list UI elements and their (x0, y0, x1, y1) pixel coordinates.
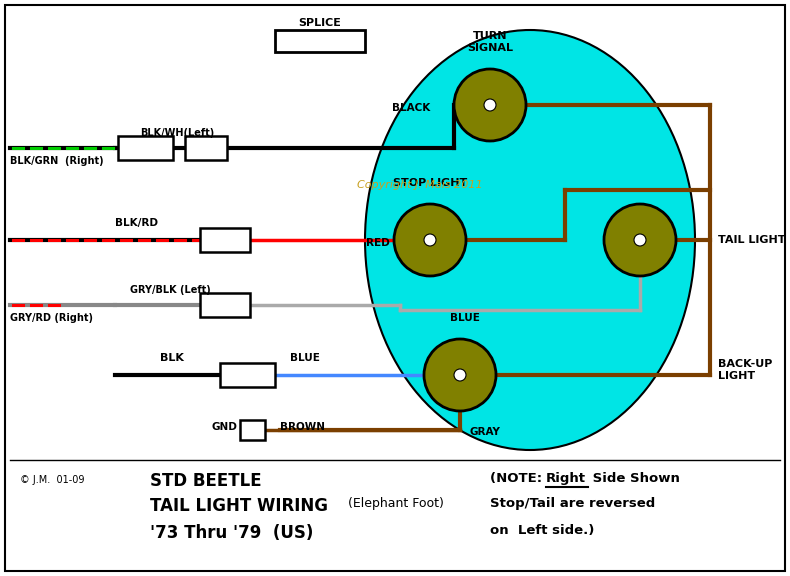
Text: BLK: BLK (160, 353, 184, 363)
Bar (275, 30, 365, 52)
Bar (185, 136, 227, 160)
Text: Stop/Tail are reversed: Stop/Tail are reversed (490, 497, 655, 510)
Circle shape (454, 69, 526, 141)
Text: GRY/BLK (Left): GRY/BLK (Left) (130, 285, 211, 295)
Text: RED: RED (367, 238, 390, 248)
Text: BLK/RD: BLK/RD (115, 218, 158, 228)
Text: © J.M.  01-09: © J.M. 01-09 (20, 475, 85, 485)
Bar (200, 293, 250, 317)
Text: Right: Right (546, 472, 586, 485)
Text: '73 Thru '79  (US): '73 Thru '79 (US) (150, 524, 314, 542)
Text: BACK-UP
LIGHT: BACK-UP LIGHT (718, 359, 773, 381)
Circle shape (424, 234, 436, 246)
Text: STD BEETLE: STD BEETLE (150, 472, 261, 490)
Bar (118, 136, 173, 160)
Text: TAIL LIGHT WIRING: TAIL LIGHT WIRING (150, 497, 328, 515)
Circle shape (484, 99, 496, 111)
Text: TAIL LIGHT: TAIL LIGHT (718, 235, 785, 245)
Text: GRAY: GRAY (470, 427, 501, 437)
Text: Copyright J. Mais 2011: Copyright J. Mais 2011 (357, 180, 483, 190)
Text: Side Shown: Side Shown (588, 472, 680, 485)
Circle shape (424, 339, 496, 411)
Text: BLK/GRN  (Right): BLK/GRN (Right) (10, 156, 103, 166)
Text: BLUE: BLUE (290, 353, 320, 363)
Text: TURN
SIGNAL: TURN SIGNAL (467, 32, 513, 53)
Text: BLUE: BLUE (450, 313, 480, 323)
Text: BLACK: BLACK (392, 103, 430, 113)
Circle shape (454, 369, 466, 381)
Text: SPLICE: SPLICE (299, 18, 341, 28)
Text: BLK/WH(Left): BLK/WH(Left) (140, 128, 214, 138)
Text: STOP LIGHT: STOP LIGHT (393, 178, 467, 188)
Circle shape (634, 234, 646, 246)
Bar (220, 363, 275, 387)
Bar (200, 228, 250, 252)
Text: (NOTE:: (NOTE: (490, 472, 547, 485)
Text: GND: GND (211, 422, 237, 432)
Bar (240, 420, 265, 440)
Text: on  Left side.): on Left side.) (490, 524, 594, 537)
Circle shape (604, 204, 676, 276)
Circle shape (394, 204, 466, 276)
Ellipse shape (365, 30, 695, 450)
Text: BROWN: BROWN (280, 422, 325, 432)
Text: GRY/RD (Right): GRY/RD (Right) (10, 313, 93, 323)
Text: (Elephant Foot): (Elephant Foot) (340, 497, 444, 510)
